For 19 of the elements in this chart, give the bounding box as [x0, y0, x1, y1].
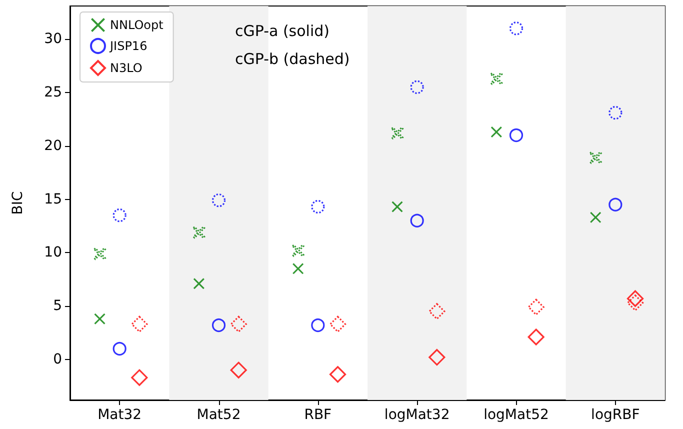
y-tick-label: 30: [44, 31, 62, 48]
y-tick-label: 15: [44, 191, 62, 208]
x-tick-label: Mat32: [98, 407, 142, 423]
y-tick-label: 0: [53, 351, 62, 368]
y-axis-title: BIC: [10, 191, 26, 215]
x-tick-label: logRBF: [591, 407, 640, 423]
x-tick-label: Mat52: [196, 407, 241, 423]
legend-label: N3LO: [110, 61, 142, 75]
x-tick-label: RBF: [304, 407, 332, 423]
annotation: cGP-b (dashed): [235, 50, 350, 68]
legend-label: NNLOopt: [110, 18, 164, 32]
x-tick-label: logMat52: [484, 407, 549, 423]
y-tick-label: 25: [44, 84, 62, 100]
y-tick-label: 10: [44, 244, 62, 261]
legend-label: JISP16: [109, 39, 148, 53]
x-tick-label: logMat32: [384, 407, 450, 423]
y-tick-label: 5: [53, 298, 62, 314]
annotation: cGP-a (solid): [235, 22, 330, 40]
y-tick-label: 20: [44, 138, 62, 154]
